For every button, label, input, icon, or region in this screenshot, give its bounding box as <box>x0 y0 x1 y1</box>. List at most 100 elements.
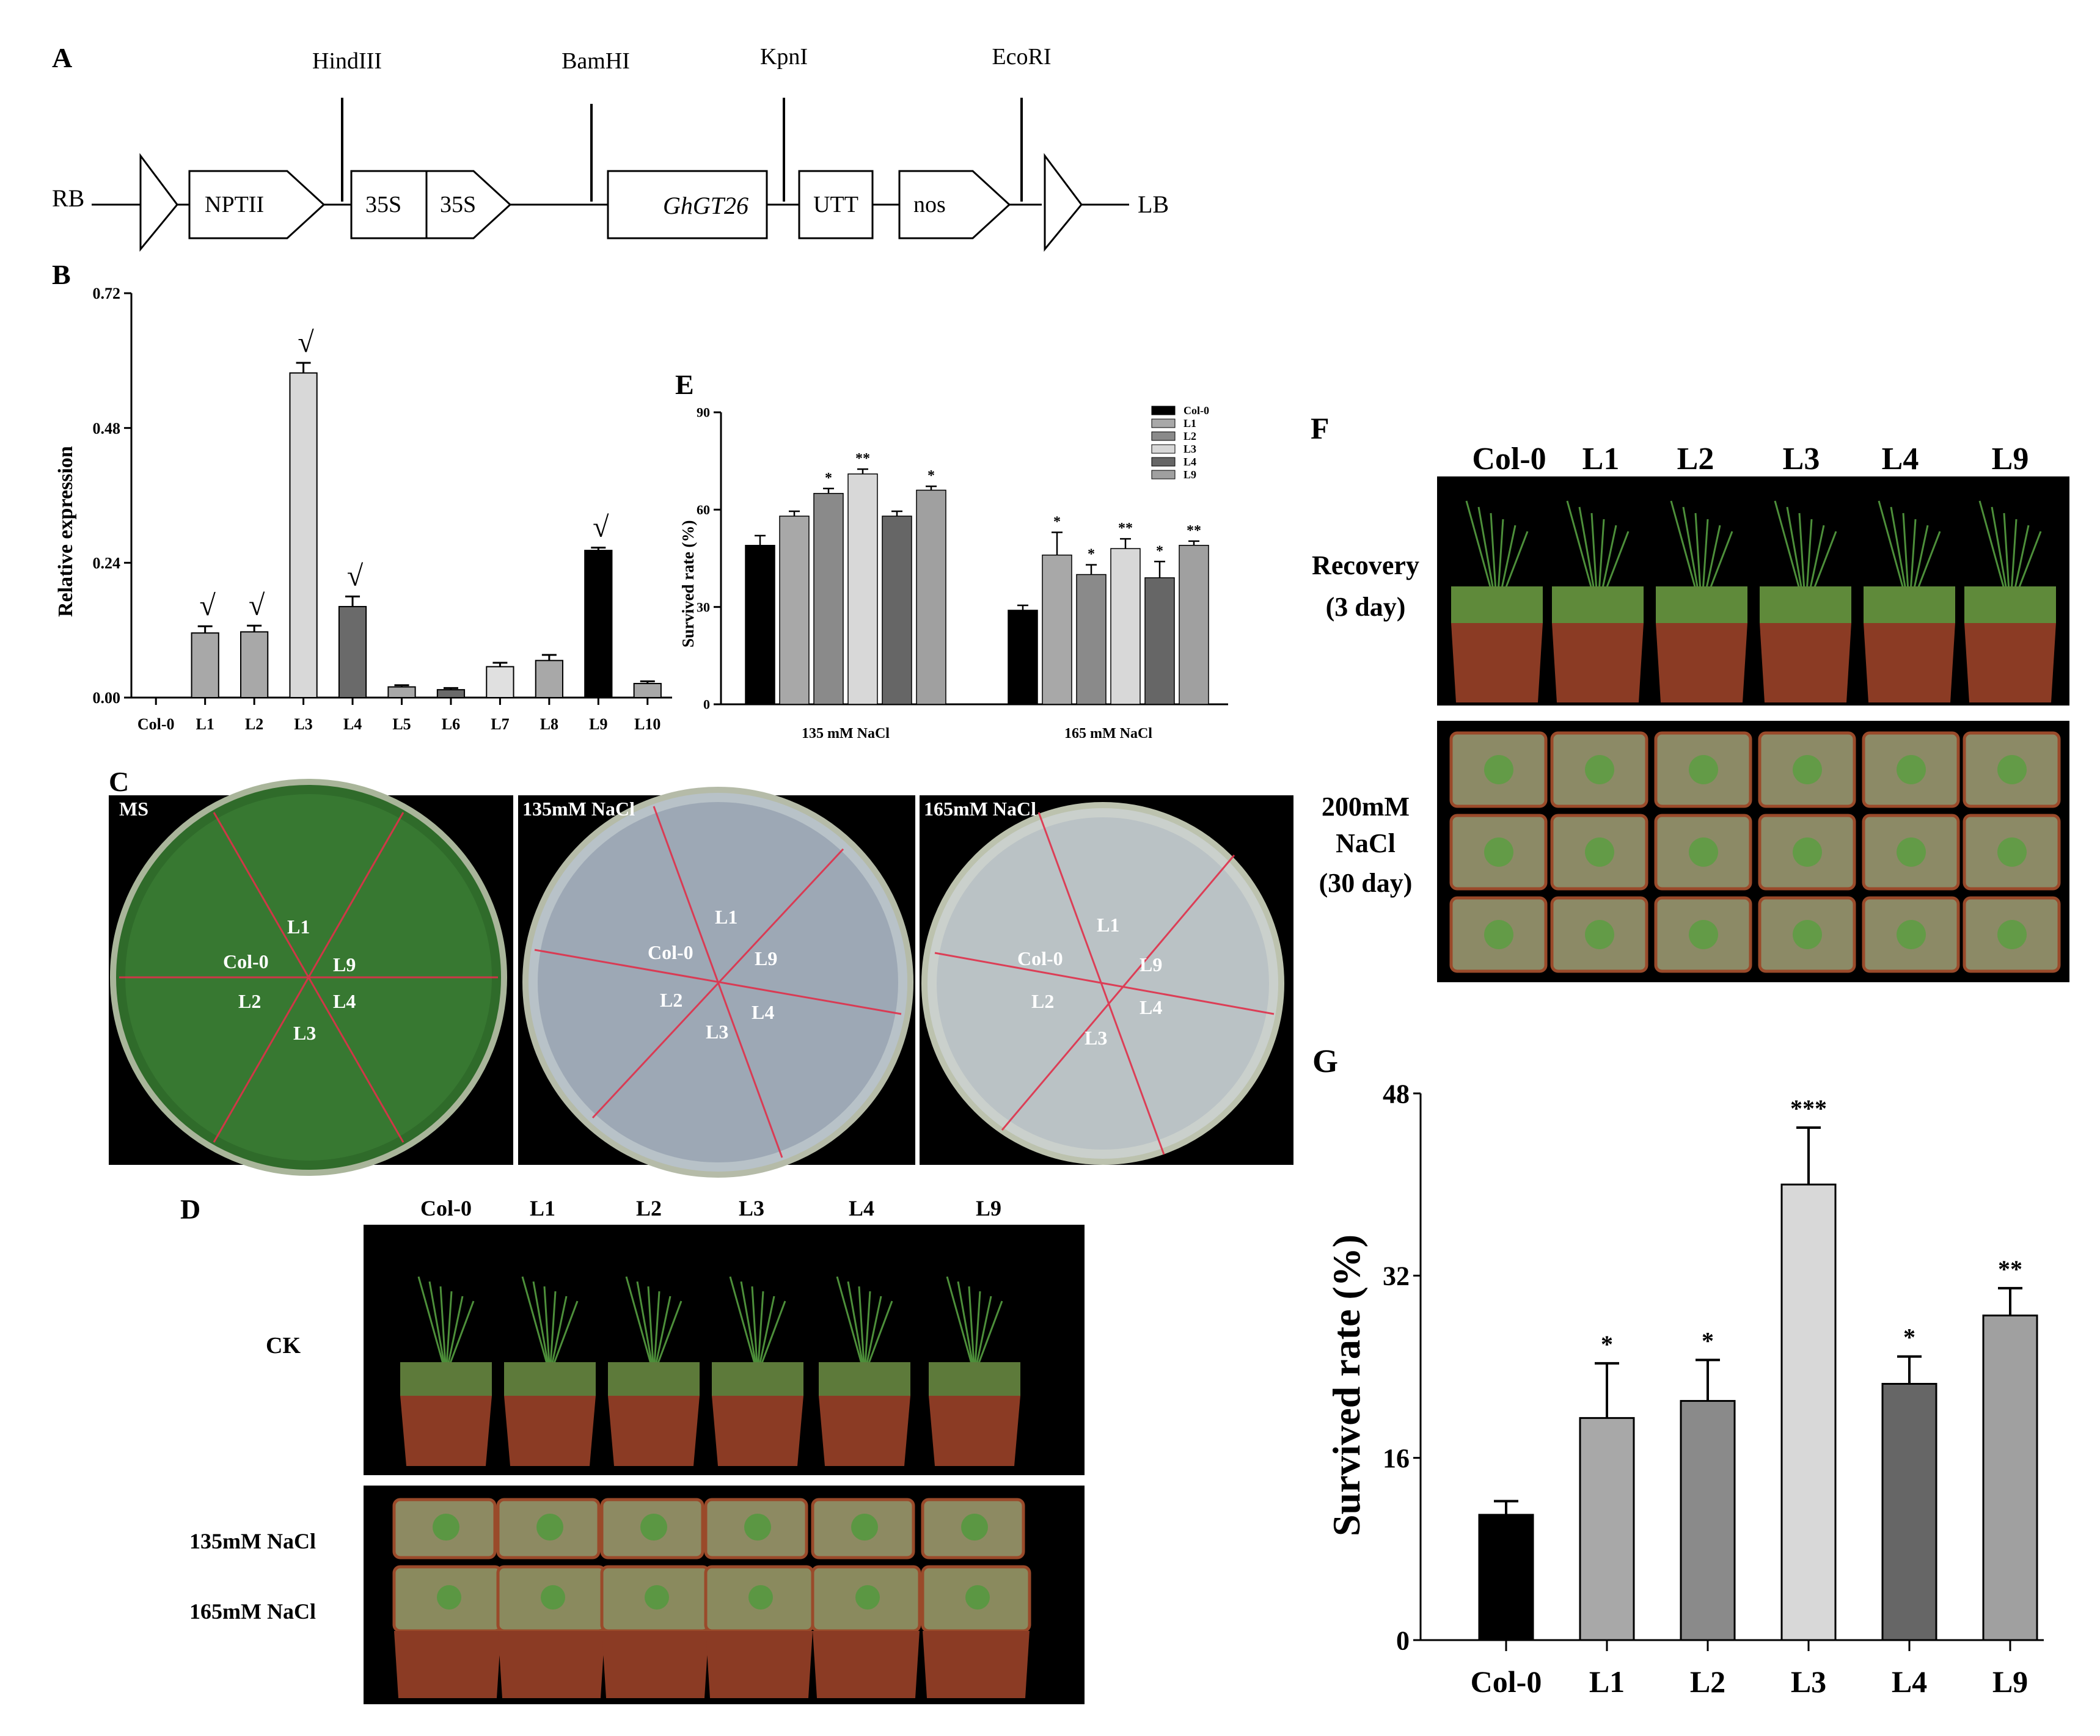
chart-g: 0 16 32 48 Col-0 * L1 * L2 *** L3 * L4 ** L9 <box>1383 1079 2044 1699</box>
chart-g-bar <box>1881 1382 1937 1641</box>
chart-e-significance: ** <box>1187 523 1201 539</box>
plate-135-label: 135mM NaCl <box>522 798 635 820</box>
pot <box>400 1396 492 1466</box>
plate-135-col0: Col-0 <box>648 941 693 963</box>
chart-e-significance: * <box>825 470 832 486</box>
panel-d-col-l1: L1 <box>530 1196 555 1220</box>
pot-soil <box>504 1362 596 1396</box>
chart-e-legend-swatch <box>1151 470 1176 480</box>
chart-b-xtick: L7 <box>491 715 509 733</box>
chart-b-ytick: 0.48 <box>93 420 121 437</box>
chart-b-ytick: 0.00 <box>93 689 121 707</box>
chart-g-xtick: L4 <box>1892 1665 1927 1699</box>
plate-165-l3: L3 <box>1085 1027 1107 1049</box>
chart-b-bar <box>584 550 613 698</box>
plate-135-l2: L2 <box>660 989 682 1011</box>
chart-b-check-mark: √ <box>249 589 265 621</box>
plate-ms-l9: L9 <box>333 954 356 976</box>
chart-e-bar <box>1076 574 1107 705</box>
site-kpni: KpnI <box>760 44 808 70</box>
plate-165-l1: L1 <box>1097 914 1119 936</box>
pot <box>1760 623 1851 702</box>
panel-f-col-l4: L4 <box>1882 442 1919 476</box>
chart-e-legend-label: Col-0 <box>1184 404 1209 417</box>
utt-label: UTT <box>813 192 858 217</box>
chart-b-xtick: L4 <box>343 715 362 733</box>
chart-e-bar <box>1042 554 1072 705</box>
nos-box <box>898 170 1011 239</box>
pot <box>504 1396 596 1466</box>
chart-g-xtick: L3 <box>1791 1665 1826 1699</box>
panel-f-recovery-2: (3 day) <box>1326 592 1406 622</box>
panel-d-row-ck: CK <box>266 1333 301 1359</box>
plate-165-col0: Col-0 <box>1017 947 1063 969</box>
panel-e-label: E <box>675 369 694 400</box>
promoter-35s-1-label: 35S <box>365 192 401 217</box>
pot-soil <box>1964 586 2056 623</box>
pot <box>1451 623 1543 702</box>
pot <box>608 1396 700 1466</box>
chart-e-significance: ** <box>1118 520 1133 536</box>
chart-b-check-mark: √ <box>298 326 314 359</box>
chart-g-bar <box>1780 1183 1837 1641</box>
chart-e-legend-label: L3 <box>1184 443 1196 455</box>
pot <box>1656 623 1747 702</box>
chart-b-bar <box>387 686 416 698</box>
panel-f-label: F <box>1311 411 1330 445</box>
chart-b-xtick: L5 <box>392 715 411 733</box>
chart-e-bar <box>882 516 912 705</box>
panel-a: A HindIII BamHI KpnI EcoRI RB LB NPTII 3… <box>52 42 1169 252</box>
chart-b-xtick: L10 <box>634 715 660 733</box>
chart-e-bar <box>1008 610 1038 705</box>
chart-g-bar <box>1478 1514 1534 1641</box>
chart-g-xtick: L2 <box>1690 1665 1725 1699</box>
chart-b-check-mark: √ <box>347 560 364 593</box>
chart-b-bar <box>436 689 466 699</box>
plate-165-l4: L4 <box>1140 996 1162 1018</box>
chart-e-bar <box>1144 577 1175 705</box>
site-hindiii: HindIII <box>312 48 382 74</box>
chart-e-significance: * <box>927 468 935 484</box>
pot <box>1964 623 2056 702</box>
chart-b: 0.00 0.24 0.48 0.72 Col-0 √ L1 √ L2 √ L3 √ L4 L5 L6 L7 L… <box>93 285 672 733</box>
pot <box>1552 623 1644 702</box>
chart-b-bar <box>535 660 563 698</box>
panel-f-col-l1: L1 <box>1582 442 1620 476</box>
chart-e-bar <box>1179 545 1209 705</box>
panel-f-col-l9: L9 <box>1992 442 2029 476</box>
panel-d-col-l3: L3 <box>739 1196 764 1220</box>
chart-e-bar <box>847 473 878 705</box>
panel-f-salt-3: (30 day) <box>1319 868 1413 898</box>
chart-e-ytick: 30 <box>697 599 710 615</box>
panel-f-col-l2: L2 <box>1677 442 1714 476</box>
chart-b-xtick: Col-0 <box>137 715 175 733</box>
chart-b-xtick: L8 <box>540 715 558 733</box>
panel-d-row-165: 165mM NaCl <box>189 1599 316 1624</box>
chart-g-significance: ** <box>1998 1255 2022 1283</box>
chart-g-ytick: 16 <box>1383 1443 1410 1473</box>
chart-b-xtick: L3 <box>294 715 312 733</box>
lb-border-triangle <box>1044 153 1083 252</box>
chart-e-significance: * <box>1088 547 1095 563</box>
pot <box>712 1396 803 1466</box>
plate-ms-l2: L2 <box>238 990 261 1012</box>
chart-g-ylabel: Survived rate (%) <box>1325 1235 1368 1536</box>
plate-ms-l1: L1 <box>287 916 310 938</box>
panel-c-label: C <box>109 766 129 797</box>
pot-soil <box>1656 586 1747 623</box>
panel-b-label: B <box>52 259 71 290</box>
chart-b-bar <box>289 372 318 698</box>
chart-b-bar <box>338 606 367 698</box>
chart-e-legend-swatch <box>1151 406 1176 415</box>
chart-g-significance: * <box>1903 1324 1915 1351</box>
chart-b-xtick: L9 <box>589 715 607 733</box>
chart-e-ytick: 0 <box>703 697 710 712</box>
chart-e-legend-label: L4 <box>1184 456 1196 468</box>
chart-e-significance: * <box>1053 514 1061 530</box>
panel-d-col-l9: L9 <box>976 1196 1001 1220</box>
panel-f-salt-1: 200mM <box>1322 792 1410 822</box>
chart-b-xtick: L2 <box>245 715 263 733</box>
chart-e-legend-swatch <box>1151 431 1176 441</box>
chart-e-significance: ** <box>855 451 870 467</box>
pot-soil <box>608 1362 700 1396</box>
